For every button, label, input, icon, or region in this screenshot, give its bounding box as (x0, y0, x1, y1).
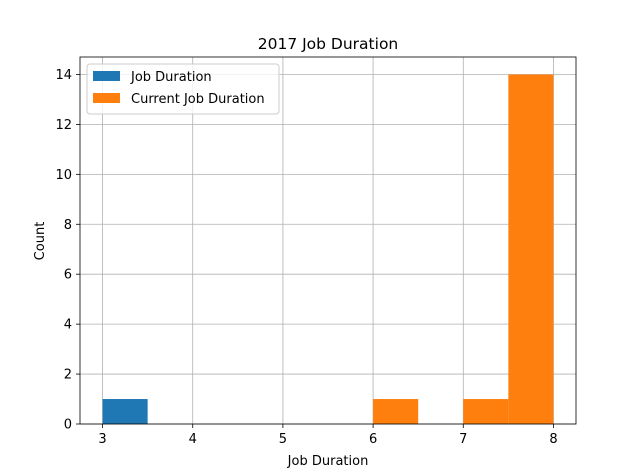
y-tick-label: 0 (64, 418, 72, 433)
bars (102, 74, 554, 424)
y-tick-label: 14 (55, 68, 72, 83)
x-tick-label: 7 (459, 432, 467, 447)
y-tick-label: 4 (64, 318, 72, 333)
plot-frame (79, 56, 577, 425)
x-tick-label: 3 (98, 432, 106, 447)
y-tick-label: 6 (64, 268, 72, 283)
chart-title: 2017 Job Duration (258, 35, 399, 53)
grid (80, 57, 576, 425)
legend-label: Current Job Duration (131, 92, 265, 107)
x-tick-label: 4 (189, 432, 197, 447)
x-tick-label: 8 (549, 432, 557, 447)
x-tick-label: 6 (369, 432, 377, 447)
legend-swatch (93, 93, 120, 103)
x-axis-label: Job Duration (287, 454, 369, 469)
legend-box (86, 63, 280, 115)
y-tick-label: 12 (55, 118, 72, 133)
histogram-bar (463, 399, 509, 424)
histogram-bar (508, 74, 554, 424)
y-tick-label: 10 (55, 168, 72, 183)
axes: 3 4 5 6 7 8 0 2 4 6 8 10 12 14 (55, 56, 577, 447)
legend-label: Job Duration (130, 70, 212, 85)
legend: Job Duration Current Job Duration (86, 63, 280, 115)
histogram-bar (373, 399, 419, 424)
x-tick-label: 5 (279, 432, 287, 447)
y-tick-label: 8 (64, 218, 72, 233)
legend-swatch (93, 71, 120, 81)
histogram-bar (102, 399, 148, 424)
y-tick-label: 2 (64, 368, 72, 383)
y-axis-label: Count (33, 222, 48, 261)
